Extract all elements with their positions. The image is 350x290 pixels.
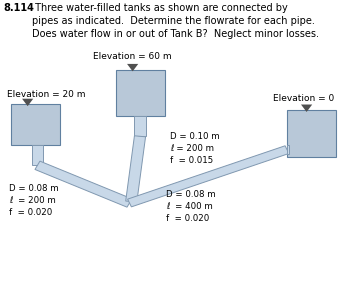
Text: D = 0.10 m
ℓ = 200 m
f  = 0.015: D = 0.10 m ℓ = 200 m f = 0.015 (170, 132, 219, 165)
Polygon shape (32, 145, 43, 165)
Polygon shape (127, 64, 138, 71)
Polygon shape (22, 99, 33, 106)
Text: Elevation = 60 m: Elevation = 60 m (93, 52, 172, 61)
Polygon shape (301, 104, 312, 112)
Bar (10, 104, 60, 145)
Text: 8.114: 8.114 (4, 3, 34, 13)
Text: D = 0.08 m
ℓ  = 400 m
f  = 0.020: D = 0.08 m ℓ = 400 m f = 0.020 (166, 190, 216, 223)
Bar (287, 110, 336, 157)
Text: Three water-filled tanks as shown are connected by
pipes as indicated.  Determin: Three water-filled tanks as shown are co… (32, 3, 319, 39)
Polygon shape (134, 116, 146, 136)
Bar (116, 70, 164, 116)
Polygon shape (35, 161, 132, 207)
Text: Elevation = 20 m: Elevation = 20 m (7, 90, 85, 99)
Text: Elevation = 0: Elevation = 0 (273, 94, 334, 103)
Polygon shape (287, 146, 289, 154)
Polygon shape (128, 146, 289, 207)
Polygon shape (126, 136, 146, 202)
Text: D = 0.08 m
ℓ  = 200 m
f  = 0.020: D = 0.08 m ℓ = 200 m f = 0.020 (9, 184, 58, 218)
